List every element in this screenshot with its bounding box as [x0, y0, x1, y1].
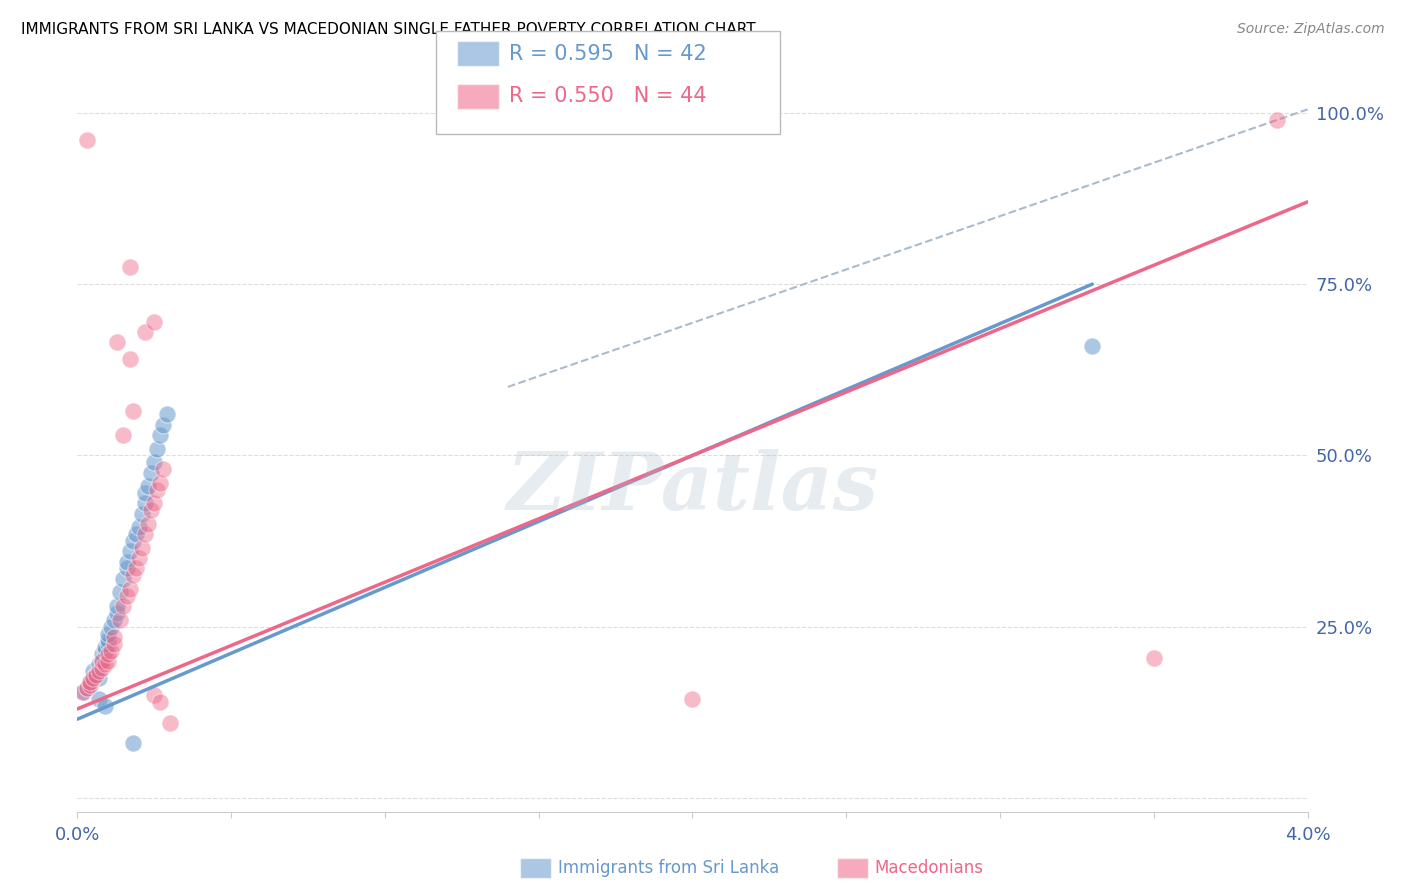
Point [79, 674, 101, 689]
Point [115, 561, 138, 575]
Point [121, 568, 143, 582]
Point [94, 657, 117, 672]
Point [79, 678, 101, 692]
Point [87, 671, 110, 685]
Point [90, 661, 114, 675]
Point [103, 613, 125, 627]
Point [97, 626, 120, 640]
Point [100, 643, 122, 657]
Point [682, 691, 704, 706]
Point [121, 404, 143, 418]
Point [72, 685, 94, 699]
Point [90, 647, 114, 661]
Point [97, 637, 120, 651]
Point [76, 133, 98, 147]
Point [115, 555, 138, 569]
Point [146, 442, 169, 456]
Point [159, 715, 181, 730]
Point [143, 496, 166, 510]
Point [149, 695, 172, 709]
Point [90, 654, 114, 668]
Point [97, 633, 120, 648]
Point [94, 640, 117, 655]
Point [87, 691, 110, 706]
Point [105, 335, 128, 350]
Point [155, 407, 177, 421]
Point [94, 698, 117, 713]
Point [118, 544, 141, 558]
Text: Immigrants from Sri Lanka: Immigrants from Sri Lanka [558, 859, 779, 877]
Point [84, 667, 107, 681]
Point [90, 654, 114, 668]
Point [128, 520, 150, 534]
Point [103, 637, 125, 651]
Point [118, 582, 141, 596]
Point [134, 325, 156, 339]
Point [1143, 650, 1166, 665]
Point [143, 688, 166, 702]
Point [112, 572, 135, 586]
Point [141, 466, 163, 480]
Point [134, 496, 156, 510]
Point [79, 674, 101, 689]
Point [115, 589, 138, 603]
Point [97, 647, 120, 661]
Point [103, 630, 125, 644]
Point [87, 665, 110, 679]
Point [1081, 339, 1104, 353]
Point [76, 681, 98, 696]
Point [149, 475, 172, 490]
Point [152, 462, 174, 476]
Point [125, 561, 148, 575]
Text: ZIPatlas: ZIPatlas [506, 449, 879, 526]
Point [105, 599, 128, 614]
Point [131, 541, 153, 555]
Point [72, 685, 94, 699]
Text: R = 0.550   N = 44: R = 0.550 N = 44 [509, 87, 707, 106]
Point [134, 527, 156, 541]
Point [82, 671, 104, 685]
Point [97, 654, 120, 668]
Point [128, 551, 150, 566]
Point [118, 260, 141, 274]
Point [143, 315, 166, 329]
Text: R = 0.595   N = 42: R = 0.595 N = 42 [509, 44, 707, 63]
Point [146, 483, 169, 497]
Point [141, 503, 163, 517]
Point [84, 667, 107, 681]
Point [87, 657, 110, 672]
Point [110, 585, 132, 599]
Point [136, 516, 159, 531]
Point [110, 613, 132, 627]
Point [121, 534, 143, 549]
Point [143, 455, 166, 469]
Point [112, 599, 135, 614]
Text: Macedonians: Macedonians [875, 859, 984, 877]
Point [1265, 112, 1288, 127]
Point [82, 671, 104, 685]
Point [152, 417, 174, 432]
Point [131, 507, 153, 521]
Point [79, 678, 101, 692]
Point [149, 427, 172, 442]
Point [134, 486, 156, 500]
Point [100, 620, 122, 634]
Point [118, 352, 141, 367]
Point [121, 736, 143, 750]
Point [76, 681, 98, 696]
Point [82, 665, 104, 679]
Point [112, 427, 135, 442]
Text: Source: ZipAtlas.com: Source: ZipAtlas.com [1237, 22, 1385, 37]
Text: IMMIGRANTS FROM SRI LANKA VS MACEDONIAN SINGLE FATHER POVERTY CORRELATION CHART: IMMIGRANTS FROM SRI LANKA VS MACEDONIAN … [21, 22, 755, 37]
Point [94, 643, 117, 657]
Point [125, 527, 148, 541]
Point [105, 606, 128, 620]
Point [136, 479, 159, 493]
